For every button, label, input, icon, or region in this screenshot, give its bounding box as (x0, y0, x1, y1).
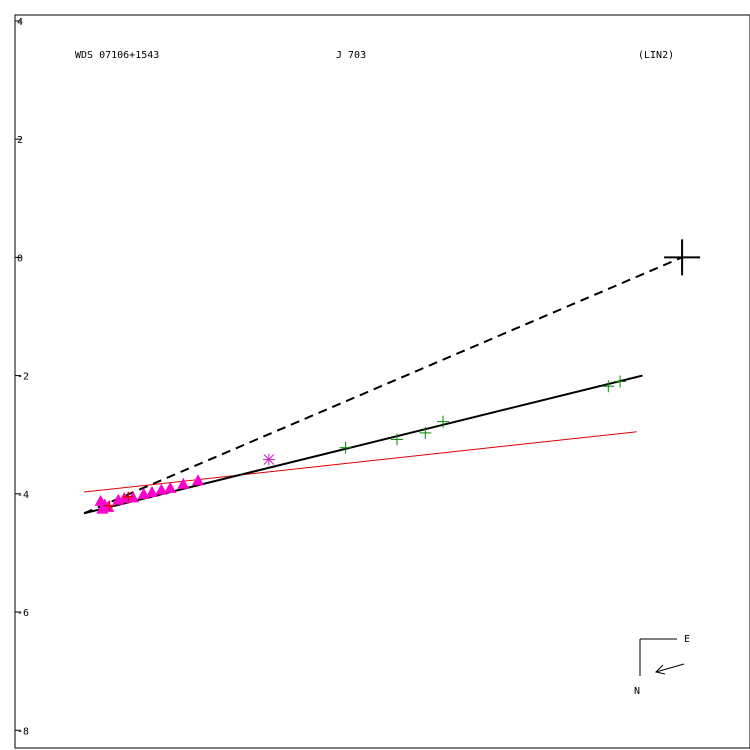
cross-point (602, 380, 615, 393)
cross-point (437, 415, 450, 428)
triangle-point (164, 481, 177, 493)
dashed-line-to-primary (83, 256, 683, 515)
cross-point (614, 375, 627, 388)
star-point (262, 453, 275, 466)
header-center-label: J 703 (336, 50, 366, 61)
compass-north-label: N (634, 686, 640, 697)
motion-arrow-icon (655, 663, 685, 675)
data-points (94, 239, 701, 514)
plot-frame (14, 14, 750, 749)
header-left-label: WDS 07106+1543 (75, 50, 159, 61)
fit-line (83, 374, 643, 515)
y-axis-ticks: 4 2 0 -2 -4 -6 -8 (15, 17, 29, 737)
y-tick-label: -6 (17, 608, 29, 619)
cross-point (339, 441, 352, 454)
primary-star-marker (664, 239, 701, 276)
y-tick-label: -2 (17, 372, 29, 383)
triangle-point (192, 474, 205, 486)
compass: E N (634, 634, 690, 697)
cross-point (419, 426, 432, 439)
header-right-label: (LIN2) (638, 50, 674, 61)
y-tick-label: -8 (17, 726, 29, 737)
y-tick-label: -4 (17, 490, 29, 501)
compass-east-label: E (684, 634, 690, 645)
red-star-point (123, 491, 134, 502)
triangle-point (145, 486, 158, 498)
y-tick-label: 0 (17, 253, 23, 264)
red-line (84, 431, 637, 493)
y-tick-label: 4 (17, 17, 23, 28)
cross-point (390, 433, 403, 446)
triangle-point (177, 477, 190, 489)
triangle-point (155, 483, 168, 495)
red-star-point (104, 500, 115, 511)
fit-lines (83, 256, 683, 515)
y-tick-label: 2 (17, 135, 23, 146)
